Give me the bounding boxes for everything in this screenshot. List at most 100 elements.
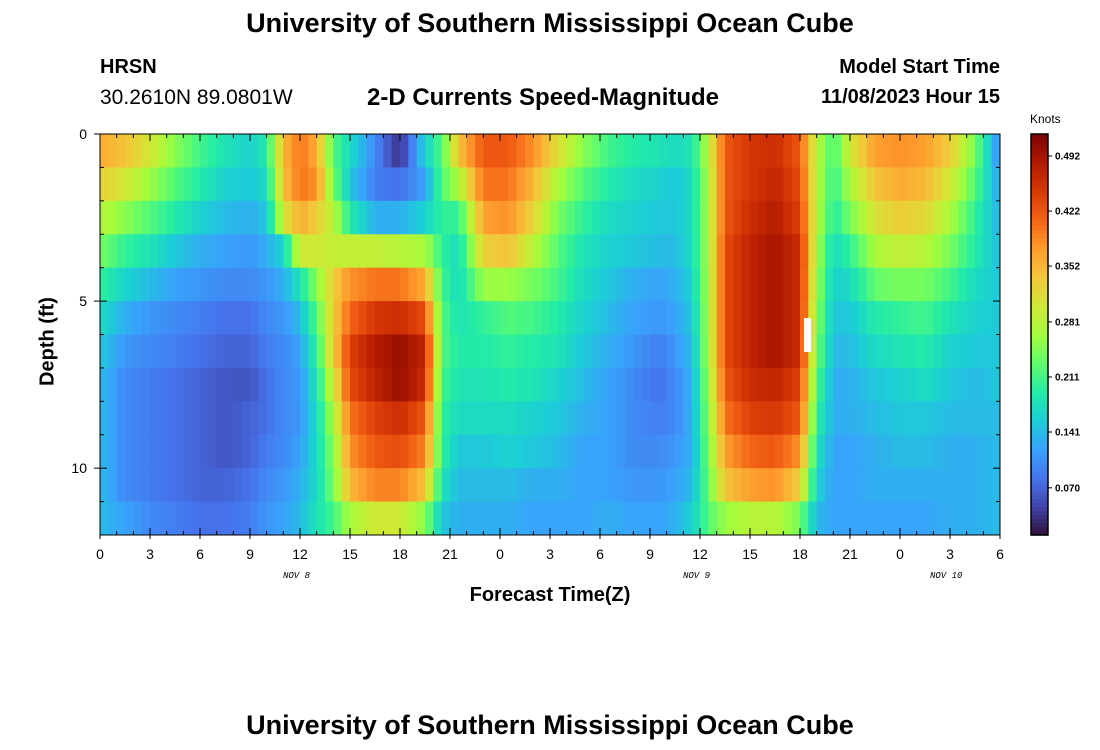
heatmap-cell <box>908 200 918 235</box>
heatmap-cell <box>383 434 393 469</box>
heatmap-cell <box>308 301 318 336</box>
heatmap-cell <box>833 334 843 369</box>
colorbar-swatch <box>1031 294 1048 300</box>
heatmap-cell <box>941 167 951 202</box>
heatmap-cell <box>983 234 993 269</box>
heatmap-cell <box>433 301 443 336</box>
colorbar-swatch <box>1031 362 1048 368</box>
heatmap-cell <box>958 267 968 302</box>
colorbar-swatch <box>1031 206 1048 211</box>
heatmap-cell <box>741 200 751 235</box>
heatmap-cell <box>916 334 926 369</box>
heatmap-cell <box>450 301 459 336</box>
heatmap-cell <box>483 234 493 269</box>
heatmap-cell <box>341 167 351 202</box>
heatmap-cell <box>500 234 509 269</box>
heatmap-cell <box>550 234 559 269</box>
x-tick-label: 21 <box>842 546 858 562</box>
heatmap-cell <box>950 234 959 269</box>
heatmap-cell <box>325 334 334 369</box>
heatmap-cell <box>558 200 568 235</box>
heatmap-cell <box>966 401 976 436</box>
heatmap-cell <box>883 501 893 535</box>
heatmap-cell <box>675 468 684 503</box>
colorbar-swatch <box>1031 254 1048 259</box>
x-tick-label: 12 <box>692 546 708 562</box>
heatmap-cell <box>866 401 876 436</box>
heatmap-cell <box>991 134 1000 169</box>
heatmap-cell <box>658 434 668 469</box>
heatmap-cell <box>491 200 501 235</box>
heatmap-cell <box>400 134 409 169</box>
heatmap-cell <box>216 501 226 535</box>
heatmap-cell <box>758 167 768 202</box>
heatmap-cell <box>358 200 368 235</box>
heatmap-cell <box>525 167 534 202</box>
heatmap-cell <box>883 267 893 302</box>
heatmap-cell <box>158 234 168 269</box>
heatmap-cell <box>933 401 943 436</box>
heatmap-cell <box>833 134 843 169</box>
heatmap-cell <box>233 301 243 336</box>
heatmap-cell <box>175 200 184 235</box>
heatmap-cell <box>616 434 626 469</box>
heatmap-cell <box>191 501 201 535</box>
heatmap-cell <box>200 134 209 169</box>
heatmap-cell <box>183 468 193 503</box>
heatmap-cell <box>341 468 351 503</box>
heatmap-cell <box>166 167 176 202</box>
heatmap-cell <box>575 200 584 235</box>
colorbar-swatch <box>1031 258 1048 263</box>
heatmap-cell <box>858 468 868 503</box>
heatmap-cell <box>700 434 709 469</box>
heatmap-cell <box>166 234 176 269</box>
heatmap-cell <box>633 267 643 302</box>
heatmap-cell <box>575 134 584 169</box>
heatmap-cell <box>583 200 593 235</box>
heatmap-cell <box>658 401 668 436</box>
heatmap-cell <box>358 401 368 436</box>
heatmap-cell <box>991 401 1000 436</box>
heatmap-cell <box>350 468 359 503</box>
x-tick-label: 18 <box>392 546 408 562</box>
heatmap-cell <box>133 234 143 269</box>
heatmap-cell <box>508 468 518 503</box>
heatmap-cell <box>358 301 368 336</box>
heatmap-cell <box>541 367 551 402</box>
heatmap-cell <box>750 200 759 235</box>
heatmap-cell <box>850 334 859 369</box>
heatmap-cell <box>483 167 493 202</box>
heatmap-cell <box>441 501 451 535</box>
heatmap-cell <box>791 334 801 369</box>
heatmap-cell <box>725 301 734 336</box>
heatmap-cell <box>758 367 768 402</box>
heatmap-cell <box>333 334 343 369</box>
heatmap-cell <box>116 468 126 503</box>
heatmap-cell <box>400 501 409 535</box>
heatmap-cell <box>158 134 168 169</box>
heatmap-cell <box>333 367 343 402</box>
heatmap-cell <box>883 200 893 235</box>
heatmap-cell <box>600 234 609 269</box>
heatmap-cell <box>150 301 159 336</box>
heatmap-cell <box>475 401 484 436</box>
heatmap-cell <box>591 167 601 202</box>
heatmap-cell <box>941 301 951 336</box>
colorbar-swatch <box>1031 298 1048 304</box>
heatmap-cell <box>200 468 209 503</box>
heatmap-cell <box>700 367 709 402</box>
heatmap-cell <box>375 134 384 169</box>
heatmap-cell <box>733 167 743 202</box>
heatmap-cell <box>866 200 876 235</box>
heatmap-cell <box>391 134 401 169</box>
heatmap-cell <box>133 367 143 402</box>
heatmap-cell <box>491 134 501 169</box>
heatmap-cell <box>683 334 693 369</box>
heatmap-cell <box>816 401 826 436</box>
heatmap-cell <box>375 367 384 402</box>
heatmap-cell <box>608 167 618 202</box>
heatmap-cell <box>525 468 534 503</box>
heatmap-cell <box>666 367 676 402</box>
colorbar-swatch <box>1031 174 1048 179</box>
heatmap-cell <box>650 434 659 469</box>
